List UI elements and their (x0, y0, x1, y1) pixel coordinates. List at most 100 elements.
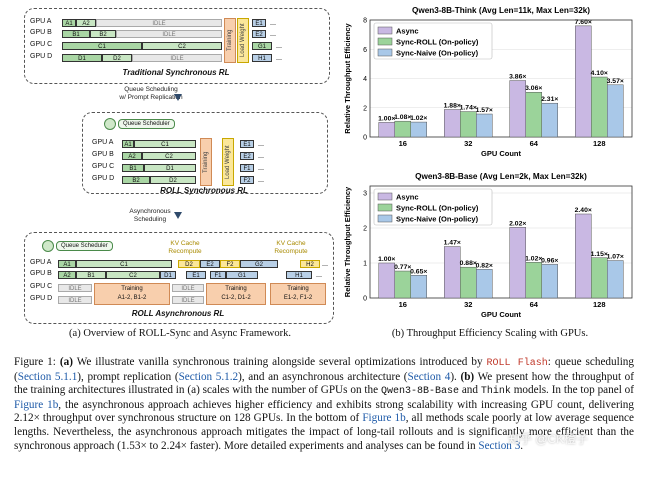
roll-async-title: ROLL Asynchronous RL (131, 309, 225, 318)
load-weight-block: Load Weight (237, 18, 249, 63)
y-tick-label: 6 (363, 47, 367, 54)
roll-flash-name: ROLL Flash (486, 358, 548, 369)
training-block: Training A1-2, B1-2 (94, 283, 170, 305)
watermark: 知乎 @CK橙子 (508, 432, 589, 446)
gpu-label: GPU A (92, 139, 114, 146)
caption-text: . (520, 439, 524, 452)
section-link[interactable]: Section 5.1.1 (17, 370, 78, 383)
idle-block: IDLE (132, 54, 222, 62)
task-block: A1 (58, 260, 76, 268)
chart-title: Qwen3-8B-Think (Avg Len=11k, Max Len=32k… (412, 6, 590, 15)
bar (575, 25, 592, 138)
task-block: E2 (240, 152, 254, 160)
x-tick-label: 32 (464, 300, 472, 309)
gpu-label: GPU A (30, 18, 52, 25)
task-block: E1 (186, 271, 206, 279)
data-label: 0.96× (541, 257, 558, 264)
gpu-label: GPU C (92, 163, 115, 170)
caption-text: models. In the top panel of (510, 384, 634, 397)
task-block: C2 (142, 42, 222, 50)
caption-text: We present how the throughput of the tra… (14, 370, 635, 397)
figure-link[interactable]: Figure 1b (14, 398, 59, 411)
bar (541, 102, 558, 138)
task-block: G1 (226, 271, 258, 279)
data-label: 1.57× (476, 107, 493, 114)
bar (591, 76, 608, 138)
x-tick-label: 64 (530, 139, 539, 148)
legend-swatch (377, 214, 393, 223)
x-tick-label: 64 (530, 300, 539, 309)
idle-block: IDLE (172, 284, 204, 292)
ellipsis: ... (276, 41, 282, 50)
model-name: Think (480, 386, 511, 398)
task-block: E1 (252, 19, 266, 27)
task-block: D2 (102, 54, 132, 62)
bar (444, 109, 461, 138)
x-tick-label: 16 (399, 139, 407, 148)
ellipsis: ... (258, 163, 264, 172)
x-axis-label: GPU Count (481, 310, 521, 319)
section-link[interactable]: Section 4 (407, 370, 451, 383)
data-label: 1.07× (607, 254, 624, 261)
data-label: 3.06× (525, 85, 542, 92)
bar (410, 121, 427, 138)
data-label: 1.02× (410, 115, 427, 122)
data-label: 1.15× (591, 251, 608, 258)
task-block: F2 (240, 176, 254, 184)
data-label: 0.82× (476, 262, 493, 269)
throughput-charts: Qwen3-8B-Think (Avg Len=11k, Max Len=32k… (343, 6, 633, 319)
caption-text: ). (450, 370, 461, 383)
idle-block: IDLE (116, 30, 222, 38)
data-label: 3.57× (607, 78, 624, 85)
chart-title: Qwen3-8B-Base (Avg Len=2k, Max Len=32k) (415, 172, 587, 181)
y-tick-label: 8 (363, 18, 367, 25)
legend-swatch (377, 203, 393, 212)
x-tick-label: 32 (464, 139, 472, 148)
x-axis-label: GPU Count (481, 149, 521, 158)
plot-frame (369, 185, 633, 299)
gpu-label: GPU B (30, 29, 52, 36)
legend-swatch (377, 26, 393, 35)
ellipsis: ... (270, 29, 276, 38)
figure-link[interactable]: Figure 1b (362, 412, 406, 425)
down-arrow-icon (174, 212, 182, 219)
legend-label: Sync-Naive (On-policy) (396, 215, 479, 224)
task-block: B1 (62, 30, 90, 38)
ellipsis: ... (258, 139, 264, 148)
caption-text: : queue scheduling ( (14, 356, 634, 383)
bar (607, 84, 624, 138)
task-block: H1 (286, 271, 312, 279)
bar (575, 213, 592, 299)
section-link[interactable]: Section 3 (478, 439, 521, 452)
task-block: D2 (150, 176, 196, 184)
task-block: G1 (252, 42, 272, 50)
task-block: H2 (300, 260, 320, 268)
bar (525, 91, 542, 138)
idle-block: IDLE (58, 296, 92, 304)
data-label: 1.88× (444, 103, 461, 110)
section-link[interactable]: Section 5.1.2 (178, 370, 239, 383)
y-tick-label: 0 (363, 135, 367, 142)
idle-block: IDLE (172, 296, 204, 304)
data-label: 1.00× (378, 256, 395, 263)
data-label: 7.60× (575, 19, 592, 26)
caption-text: ), and an asynchronous architecture ( (238, 370, 408, 383)
training-block: Training (224, 18, 236, 63)
task-block: D1 (62, 54, 102, 62)
data-label: 1.08× (394, 114, 411, 121)
data-label: 0.65× (410, 268, 427, 275)
gpu-label: GPU A (30, 259, 52, 266)
data-label: 1.74× (460, 105, 477, 112)
data-label: 1.02× (525, 255, 542, 262)
task-block: F1 (210, 271, 226, 279)
legend-label: Async (396, 27, 419, 36)
idle-block: IDLE (58, 284, 92, 292)
data-label: 2.02× (509, 220, 526, 227)
queue-scheduler-icon (42, 240, 54, 252)
task-block: D1 (144, 164, 196, 172)
legend-swatch (377, 37, 393, 46)
caption-text: We illustrate vanilla synchronous traini… (72, 356, 487, 368)
data-label: 2.40× (575, 207, 592, 214)
data-label: 4.10× (591, 70, 608, 77)
bar (460, 111, 477, 138)
